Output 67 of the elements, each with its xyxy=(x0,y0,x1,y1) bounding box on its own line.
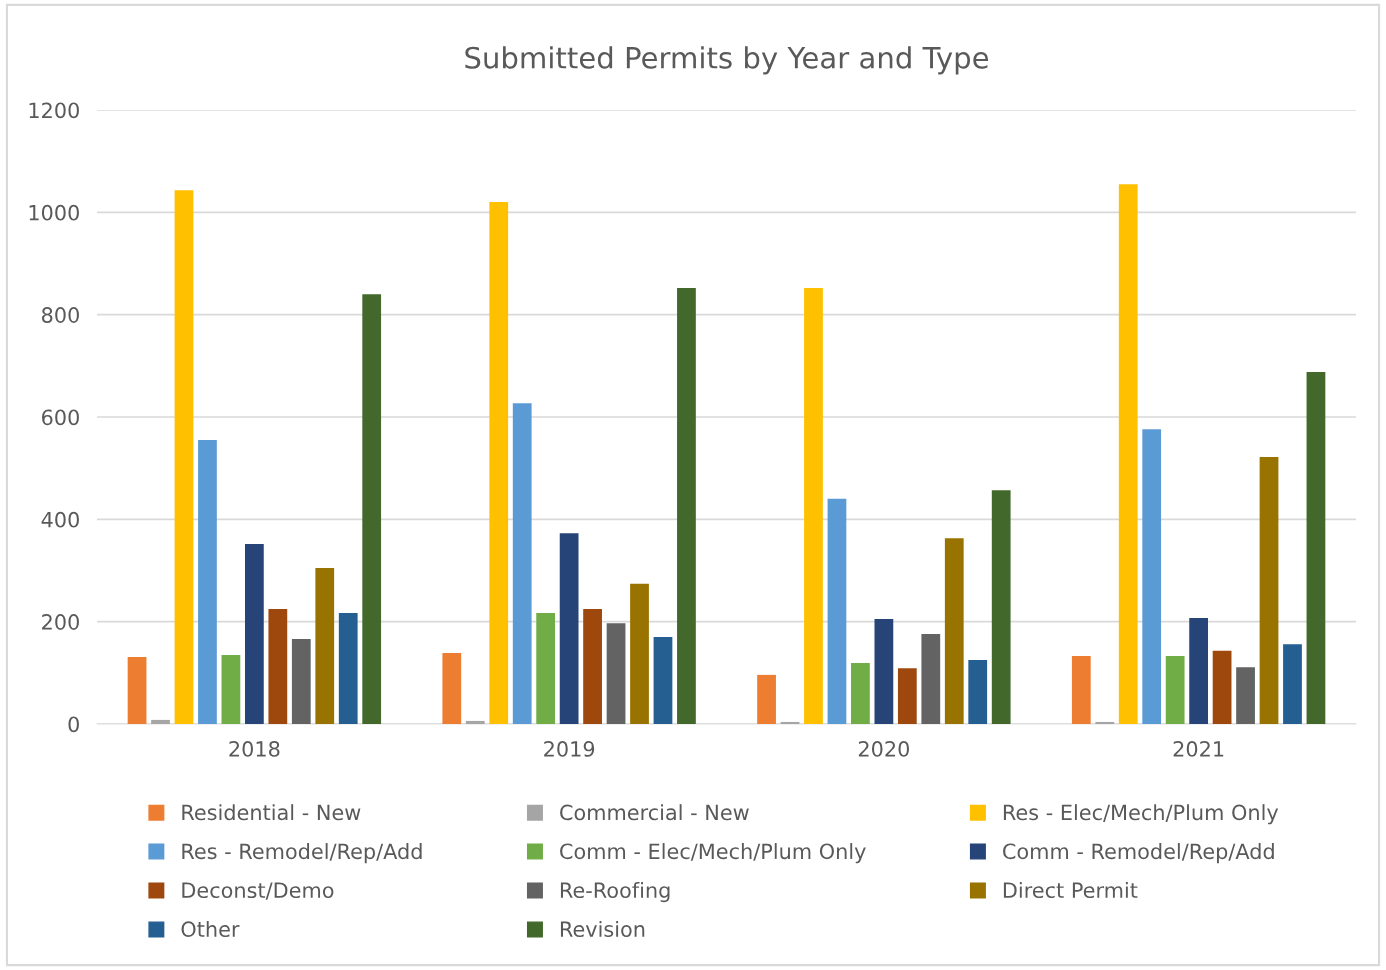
bar xyxy=(151,719,170,724)
legend-label: Comm - Remodel/Rep/Add xyxy=(1003,843,1274,864)
bar xyxy=(465,720,485,724)
bar xyxy=(244,543,264,724)
bar xyxy=(1142,429,1162,724)
y-tick-label: 1200 xyxy=(29,102,79,119)
legend-label: Other xyxy=(181,920,240,938)
bar xyxy=(489,202,509,724)
bar xyxy=(921,633,941,724)
bar xyxy=(757,674,776,724)
bar xyxy=(315,567,335,724)
bar xyxy=(897,668,917,724)
y-tick-label: 800 xyxy=(41,307,79,323)
bar xyxy=(1071,655,1091,724)
bar xyxy=(1095,721,1115,724)
bar xyxy=(1189,618,1209,724)
legend-label: Residential - New xyxy=(182,804,361,821)
bar xyxy=(1165,655,1185,724)
legend-label: Comm - Elec/Mech/Plum Only xyxy=(560,843,866,864)
legend-label: Res - Remodel/Rep/Add xyxy=(182,843,422,864)
bar xyxy=(559,533,579,724)
bar xyxy=(630,583,649,724)
y-tick-label: 400 xyxy=(41,511,79,528)
x-tick-label: 2020 xyxy=(858,741,909,757)
bar xyxy=(1236,667,1255,724)
x-tick-label: 2018 xyxy=(229,741,280,757)
bar xyxy=(1306,371,1326,724)
bar xyxy=(536,612,556,724)
bar xyxy=(1259,456,1279,724)
bar xyxy=(827,498,847,724)
legend-label: Re-Roofing xyxy=(560,881,670,903)
bar xyxy=(606,623,626,724)
bar xyxy=(221,654,241,724)
x-tick-label: 2019 xyxy=(544,741,595,757)
bar xyxy=(968,660,988,724)
bar xyxy=(291,639,311,724)
bar xyxy=(127,656,147,724)
y-tick-label: 1000 xyxy=(29,204,79,221)
legend-label: Deconst/Demo xyxy=(182,882,334,900)
bar xyxy=(362,294,382,724)
bar xyxy=(268,608,288,724)
legend-label: Direct Permit xyxy=(1003,881,1138,899)
bar xyxy=(944,538,964,724)
bar xyxy=(804,288,823,724)
legend-label: Revision xyxy=(560,920,645,938)
bar xyxy=(991,490,1011,724)
bar xyxy=(653,637,673,724)
bar xyxy=(512,403,532,724)
y-tick-label: 0 xyxy=(68,716,79,733)
bar xyxy=(874,619,894,724)
bar xyxy=(677,288,696,724)
bar xyxy=(442,652,462,724)
legend-label: Commercial - New xyxy=(560,804,749,821)
x-tick-label: 2021 xyxy=(1173,741,1224,757)
bar xyxy=(851,663,870,724)
y-tick-label: 600 xyxy=(42,409,79,426)
bar xyxy=(1212,650,1232,724)
bar xyxy=(1118,184,1138,724)
chart-title: Submitted Permits by Year and Type xyxy=(465,46,989,75)
bar xyxy=(174,190,194,724)
bar xyxy=(198,440,217,724)
bar xyxy=(583,608,602,724)
legend-label: Res - Elec/Mech/Plum Only xyxy=(1003,804,1279,825)
bar xyxy=(338,612,358,724)
bar xyxy=(1283,644,1302,724)
bar xyxy=(780,721,800,724)
y-tick-label: 200 xyxy=(42,614,79,630)
